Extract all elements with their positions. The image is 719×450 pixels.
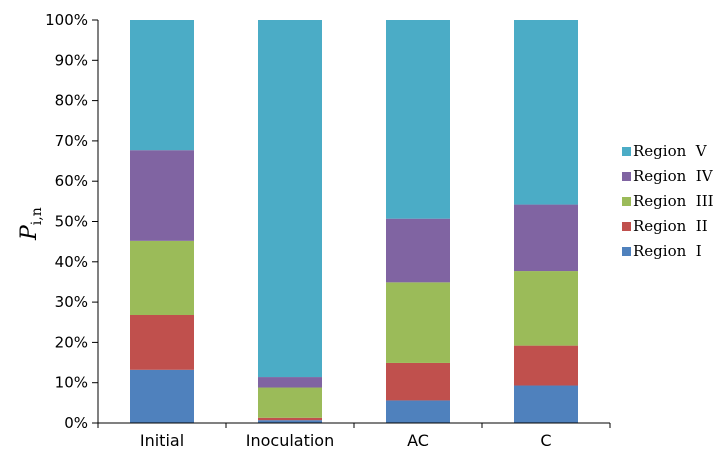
bar-segment-2-inoculation bbox=[258, 417, 322, 421]
bar-segment-1-c bbox=[514, 385, 578, 423]
x-tick-label: C bbox=[540, 431, 551, 450]
bar-segment-4-inoculation bbox=[258, 377, 322, 388]
y-axis-label: Pi,n bbox=[17, 207, 45, 241]
bar-segment-5-ac bbox=[386, 20, 450, 219]
y-tick-label: 20% bbox=[55, 333, 88, 351]
legend-swatch bbox=[622, 147, 631, 156]
legend-label: Region IV bbox=[633, 167, 714, 185]
legend: Region V Region IV Region III Region II Regi… bbox=[622, 142, 714, 260]
bar-segment-4-initial bbox=[130, 150, 194, 241]
bar-segment-3-c bbox=[514, 271, 578, 346]
bar-segment-4-ac bbox=[386, 218, 450, 283]
x-tick-label: Initial bbox=[140, 431, 184, 450]
y-tick-label: 10% bbox=[55, 374, 88, 392]
y-tick-label: 70% bbox=[55, 132, 88, 150]
legend-label: Region I bbox=[633, 242, 702, 260]
bar-segment-3-inoculation bbox=[258, 387, 322, 418]
bar-segment-3-initial bbox=[130, 240, 194, 315]
bar-segment-1-initial bbox=[130, 369, 194, 423]
y-axis-label-sub: i,n bbox=[29, 207, 45, 225]
y-tick-label: 40% bbox=[55, 253, 88, 271]
legend-swatch bbox=[622, 222, 631, 231]
y-tick-label: 0% bbox=[64, 414, 88, 432]
legend-swatch bbox=[622, 197, 631, 206]
legend-label: Region V bbox=[633, 142, 708, 160]
legend-label: Region III bbox=[633, 192, 714, 210]
legend-swatch bbox=[622, 247, 631, 256]
y-tick-label: 60% bbox=[55, 172, 88, 190]
bar-segment-2-ac bbox=[386, 362, 450, 401]
bar-segment-5-inoculation bbox=[258, 20, 322, 378]
y-tick-label: 30% bbox=[55, 293, 88, 311]
bar-segment-2-initial bbox=[130, 314, 194, 370]
bar-segment-5-initial bbox=[130, 20, 194, 151]
bar-segment-4-c bbox=[514, 204, 578, 272]
x-tick-label: Inoculation bbox=[246, 431, 334, 450]
legend-swatch bbox=[622, 172, 631, 181]
y-axis-label-main: P bbox=[17, 224, 42, 241]
y-axis-ticks: 0% 10% 20% 30% 40% 50% 60% 70% 80% 90% 100% bbox=[45, 11, 98, 432]
bars bbox=[130, 20, 578, 423]
y-tick-label: 50% bbox=[55, 213, 88, 231]
bar-segment-1-ac bbox=[386, 400, 450, 423]
bar-segment-1-inoculation bbox=[258, 420, 322, 423]
x-tick-label: AC bbox=[407, 431, 429, 450]
y-tick-label: 90% bbox=[55, 51, 88, 69]
legend-label: Region II bbox=[633, 217, 708, 235]
x-axis-ticks: Initial Inoculation AC C bbox=[97, 423, 611, 450]
bar-segment-2-c bbox=[514, 345, 578, 386]
svg-text:Pi,n: Pi,n bbox=[17, 207, 45, 241]
bar-segment-3-ac bbox=[386, 282, 450, 363]
y-tick-label: 100% bbox=[45, 11, 88, 29]
y-tick-label: 80% bbox=[55, 92, 88, 110]
bar-segment-5-c bbox=[514, 20, 578, 205]
